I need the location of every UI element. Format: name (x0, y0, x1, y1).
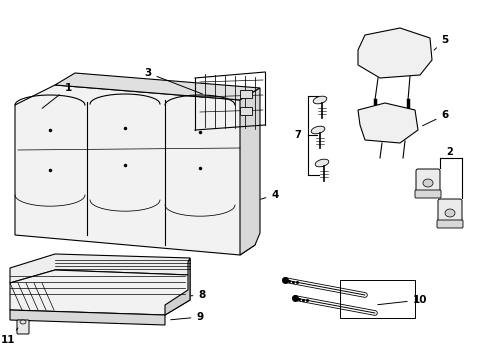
Bar (339, 280, 414, 318)
Polygon shape (164, 258, 190, 315)
Ellipse shape (315, 159, 328, 167)
Polygon shape (10, 310, 164, 325)
Text: 7: 7 (294, 130, 301, 140)
Text: 9: 9 (170, 312, 203, 322)
Bar (240, 90, 251, 98)
FancyBboxPatch shape (437, 199, 461, 225)
Ellipse shape (20, 320, 26, 324)
FancyBboxPatch shape (436, 220, 462, 228)
FancyBboxPatch shape (415, 169, 439, 195)
Ellipse shape (422, 179, 432, 187)
Bar (240, 107, 251, 115)
FancyBboxPatch shape (414, 190, 440, 198)
Text: 2: 2 (446, 147, 452, 157)
Text: 1: 1 (42, 83, 71, 108)
Polygon shape (55, 73, 260, 100)
Polygon shape (357, 103, 417, 143)
Polygon shape (15, 85, 254, 255)
FancyBboxPatch shape (17, 320, 29, 334)
Text: 11: 11 (1, 328, 18, 345)
Ellipse shape (312, 96, 326, 104)
Ellipse shape (444, 209, 454, 217)
Text: 4: 4 (260, 190, 278, 200)
Text: 5: 5 (433, 35, 447, 50)
Text: 10: 10 (377, 295, 427, 305)
Text: 3: 3 (144, 68, 202, 94)
Polygon shape (10, 270, 190, 315)
Polygon shape (10, 254, 190, 283)
Text: 6: 6 (422, 110, 447, 126)
Polygon shape (357, 28, 431, 78)
Ellipse shape (310, 126, 324, 134)
Polygon shape (240, 88, 260, 255)
Text: 8: 8 (190, 290, 205, 300)
